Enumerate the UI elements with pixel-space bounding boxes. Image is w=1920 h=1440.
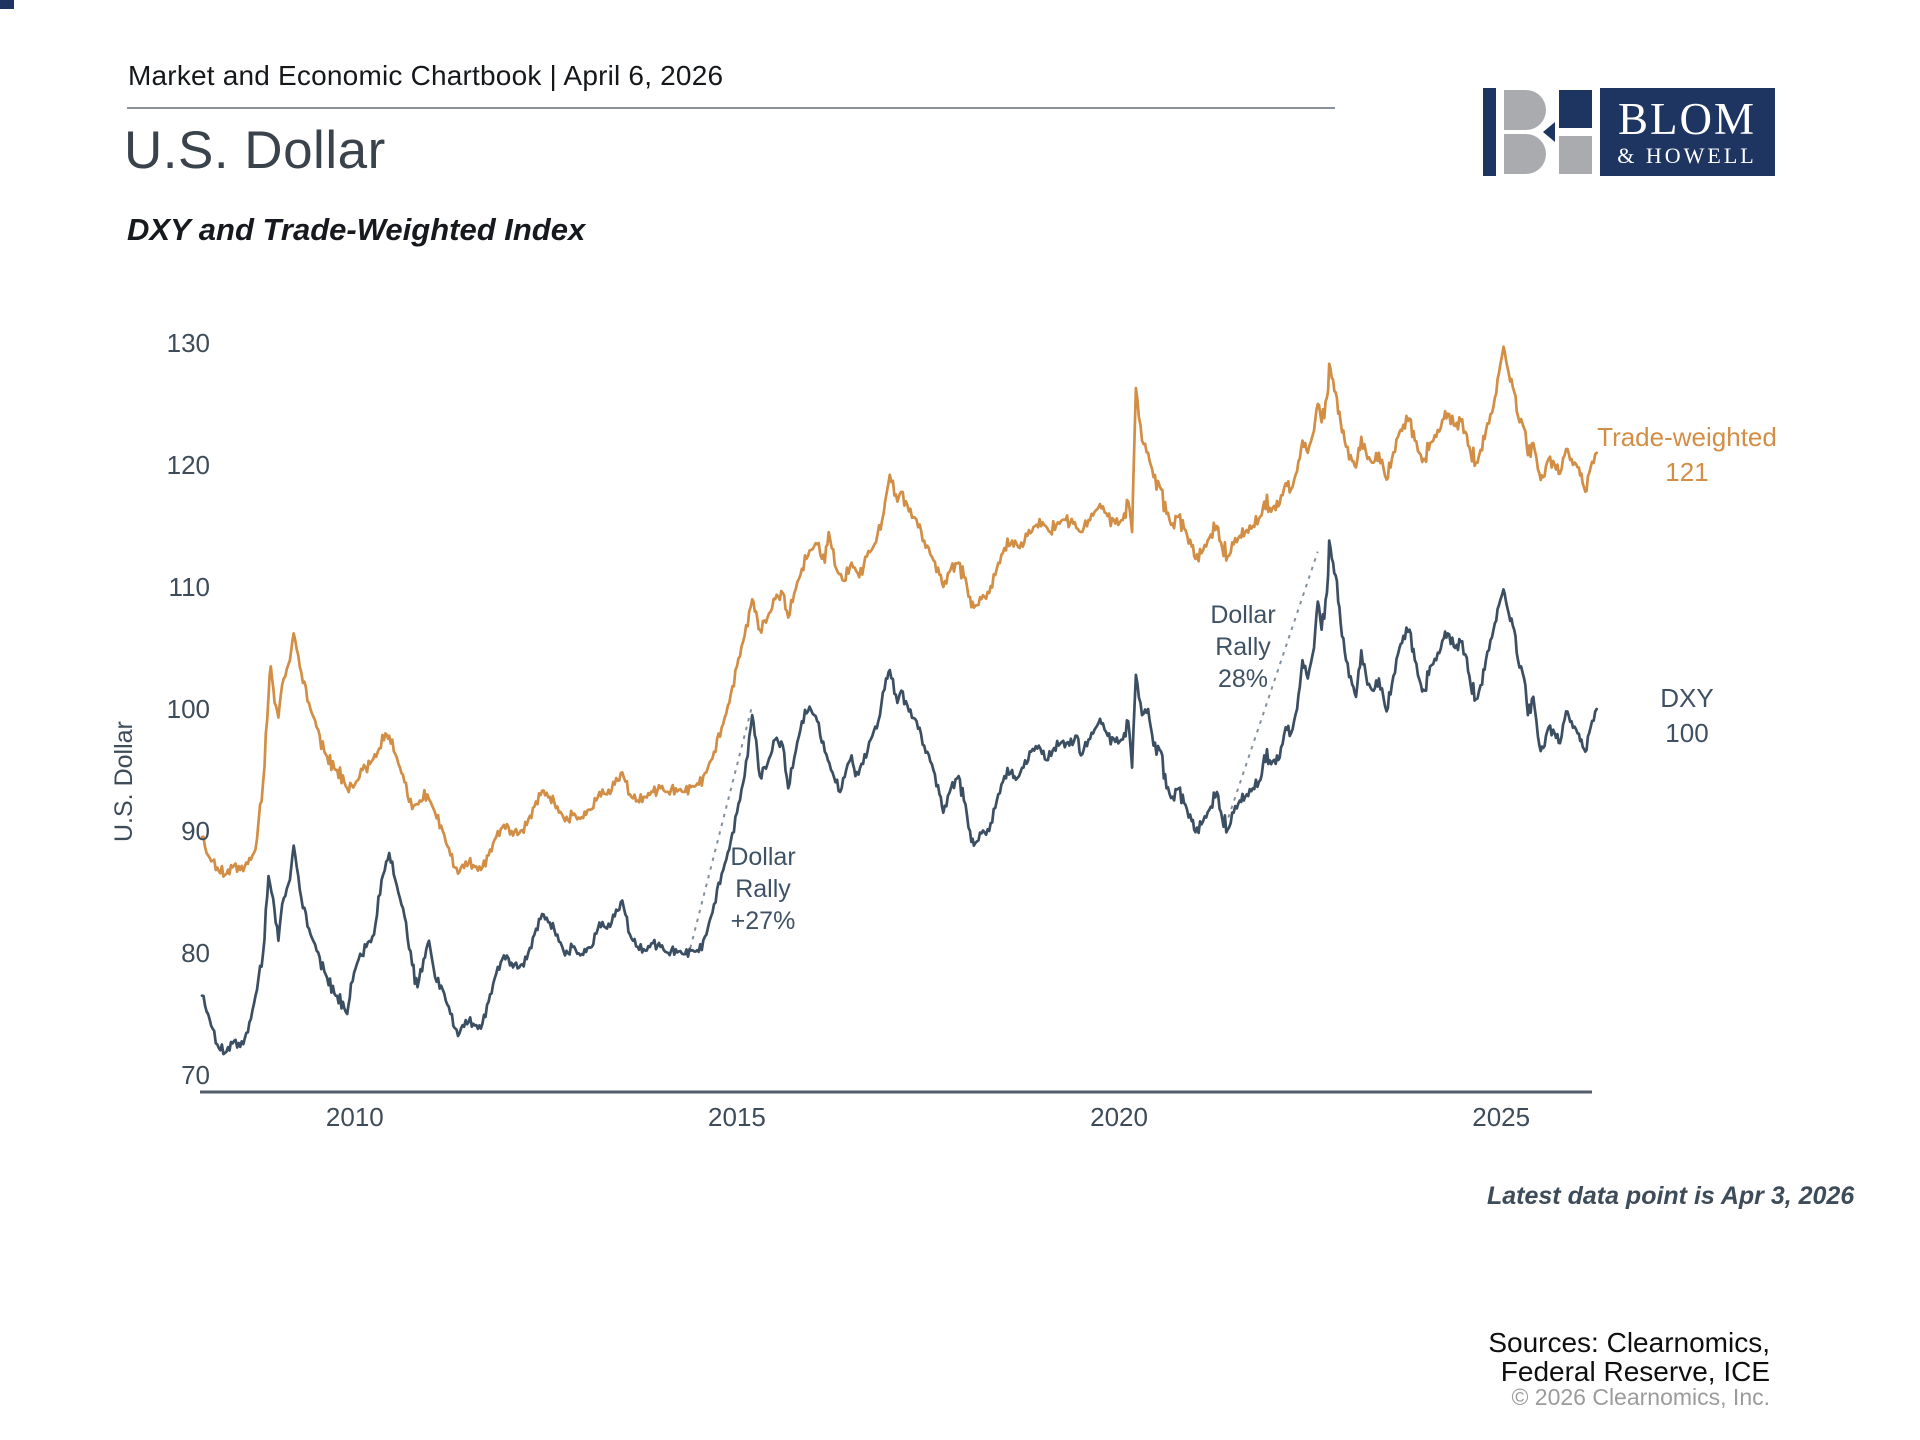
chartbook-header: Market and Economic Chartbook | April 6,… bbox=[128, 60, 724, 91]
logo-word-howell: & HOWELL bbox=[1617, 143, 1756, 168]
page-subtitle: DXY and Trade-Weighted Index bbox=[127, 212, 586, 247]
x-tick-label-2010: 2010 bbox=[325, 1102, 384, 1132]
sources-line: Sources: Clearnomics, bbox=[1488, 1327, 1770, 1358]
logo-word-blom: BLOM bbox=[1618, 94, 1756, 144]
trade-weighted-series-label: Trade-weighted 121 bbox=[1597, 420, 1777, 490]
annotation-line: Rally bbox=[735, 875, 791, 903]
x-tick-label-2020: 2020 bbox=[1090, 1102, 1148, 1132]
dxy-series-label: DXY 100 bbox=[1660, 681, 1713, 751]
y-tick-label-110: 110 bbox=[168, 572, 210, 602]
y-tick-label-90: 90 bbox=[181, 816, 210, 846]
page-title: U.S. Dollar bbox=[124, 121, 386, 180]
copyright-note: © 2026 Clearnomics, Inc. bbox=[1511, 1384, 1770, 1410]
trade-weighted-line bbox=[200, 345, 1599, 878]
sources-note: Sources: Clearnomics, Federal Reserve, I… bbox=[1370, 1328, 1770, 1386]
x-tick-label-2015: 2015 bbox=[708, 1102, 766, 1132]
annotation-dollar-rally-2022: Dollar Rally 28% bbox=[1210, 599, 1275, 695]
y-tick-label-120: 120 bbox=[166, 450, 210, 480]
latest-data-note: Latest data point is Apr 3, 2026 bbox=[1487, 1182, 1855, 1210]
logo-mark-icon: BLOM & HOWELL bbox=[1483, 88, 1775, 176]
dxy-line bbox=[200, 539, 1599, 1056]
annotation-line: Rally bbox=[1215, 633, 1271, 661]
trade-weighted-latest-value: 121 bbox=[1665, 457, 1709, 487]
y-tick-label-70: 70 bbox=[181, 1060, 210, 1090]
dxy-name: DXY bbox=[1660, 683, 1714, 713]
sources-line: Federal Reserve, ICE bbox=[1500, 1356, 1770, 1387]
blom-howell-logo: BLOM & HOWELL bbox=[1483, 86, 1775, 178]
annotation-line: Dollar bbox=[730, 843, 796, 871]
y-tick-label-130: 130 bbox=[166, 328, 210, 358]
annotation-line: +27% bbox=[730, 907, 796, 935]
dxy-latest-value: 100 bbox=[1665, 718, 1709, 748]
y-tick-label-100: 100 bbox=[166, 694, 210, 724]
y-tick-label-80: 80 bbox=[181, 938, 210, 968]
trade-weighted-name: Trade-weighted bbox=[1597, 422, 1777, 452]
corner-mark bbox=[0, 0, 14, 9]
x-tick-label-2025: 2025 bbox=[1472, 1102, 1531, 1132]
annotation-line: 28% bbox=[1217, 665, 1269, 693]
header-divider bbox=[127, 107, 1335, 109]
annotation-line: Dollar bbox=[1210, 601, 1276, 629]
annotation-dollar-rally-2015: Dollar Rally +27% bbox=[730, 841, 795, 937]
